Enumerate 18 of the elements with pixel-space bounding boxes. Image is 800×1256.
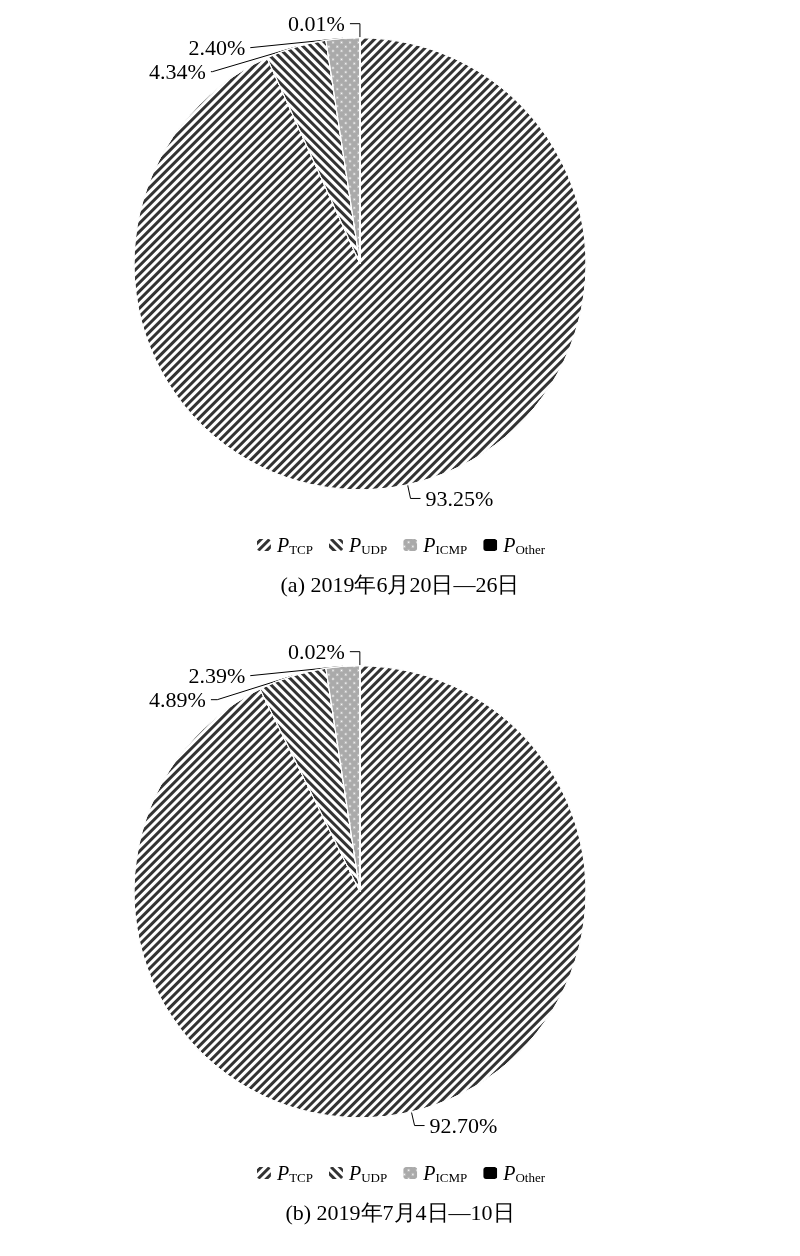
data-label: 2.39% <box>188 663 246 689</box>
text: (b) 2019年7月4日—10日 <box>285 1199 515 1225</box>
legend-label: PICMP <box>422 1162 468 1185</box>
data-label: 4.34% <box>149 59 206 85</box>
data-label: 0.02% <box>288 639 345 665</box>
data-label: 0.01% <box>288 11 345 37</box>
data-label: 4.89% <box>149 687 206 713</box>
legend-label: PUDP <box>348 534 388 557</box>
data-label: 2.40% <box>188 35 246 61</box>
legend-label: PTCP <box>275 534 314 557</box>
text: (a) 2019年6月20日—26日 <box>280 571 520 597</box>
data-label: 92.70% <box>429 1113 498 1139</box>
legend-label: PTCP <box>275 1162 314 1185</box>
legend-label: POther <box>502 534 546 557</box>
legend-label: POther <box>502 1162 546 1185</box>
legend-label: PICMP <box>422 534 468 557</box>
legend-label: PUDP <box>348 1162 388 1185</box>
data-label: 93.25% <box>425 485 494 511</box>
